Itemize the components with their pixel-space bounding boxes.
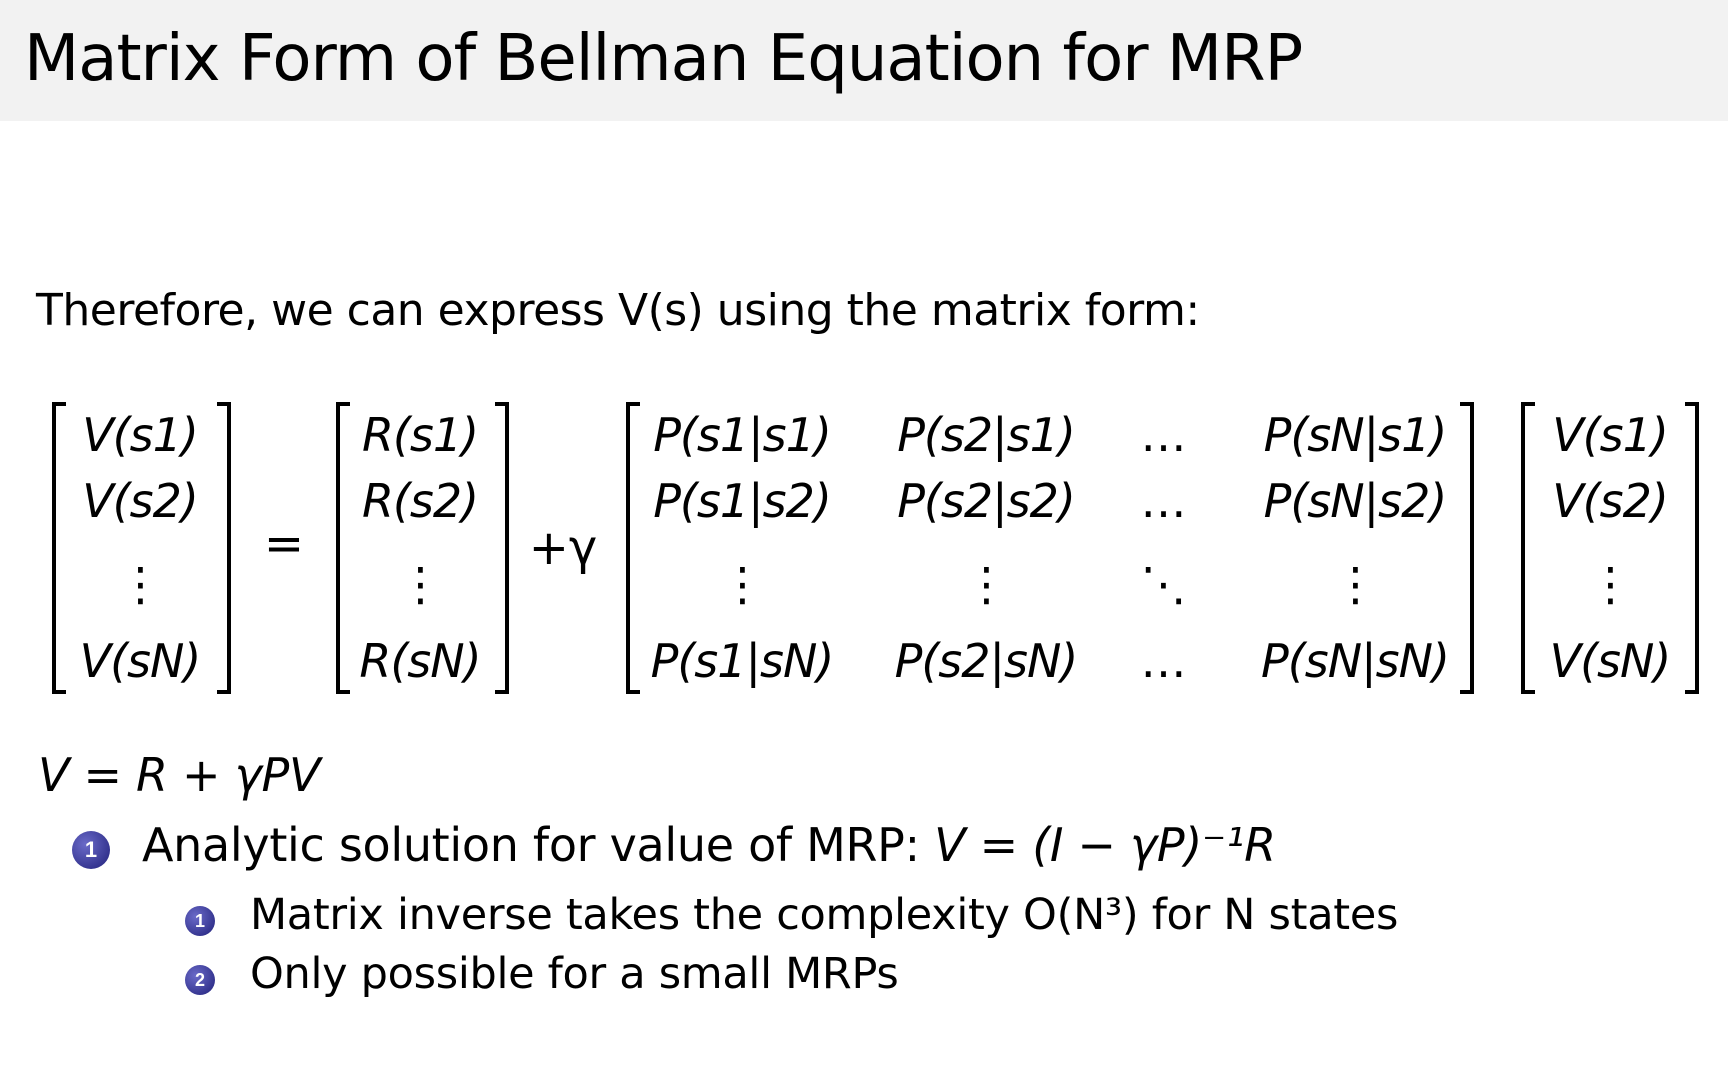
p-matrix-entry: ⋱: [1140, 557, 1187, 611]
bracket-right: [495, 402, 509, 694]
bullet-text: Analytic solution for value of MRP:: [142, 818, 935, 872]
p-matrix-entry: ⋮: [1332, 557, 1379, 611]
r-vector-entry: ⋮: [397, 557, 444, 611]
sub-bullet-number-icon: 2: [185, 965, 215, 995]
v-vector-entry: V(sN): [1549, 634, 1672, 688]
p-matrix-entry: ⋮: [963, 557, 1010, 611]
compact-equation-text: V = R + γPV: [38, 748, 321, 802]
bullet-number-icon: 1: [72, 831, 110, 869]
p-matrix-entry: P(sN|sN): [1261, 634, 1450, 688]
p-matrix-entry: …: [1140, 634, 1187, 688]
p-matrix-entry: …: [1140, 408, 1187, 462]
bracket-right: [217, 402, 231, 694]
p-matrix-entry: P(s2|s2): [897, 474, 1076, 528]
sub-bullet-number-icon: 1: [185, 906, 215, 936]
p-matrix-entry: ⋮: [719, 557, 766, 611]
p-matrix-entry: P(s1|s1): [653, 408, 832, 462]
sub-bullet-item: Matrix inverse takes the complexity O(N³…: [250, 890, 1399, 940]
v-vector-entry: V(s1): [82, 408, 199, 462]
p-matrix-entry: P(s2|s1): [897, 408, 1076, 462]
bracket-right: [1460, 402, 1474, 694]
p-matrix-entry: P(sN|s2): [1263, 474, 1448, 528]
analytic-solution-formula: V = (I − γP)⁻¹R: [934, 818, 1276, 872]
v-vector-entry: ⋮: [117, 557, 164, 611]
v-vector-entry: ⋮: [1587, 557, 1634, 611]
intro-text: Therefore, we can express V(s) using the…: [36, 285, 1200, 336]
bracket-left: [52, 402, 66, 694]
p-matrix-entry: P(sN|s1): [1263, 408, 1448, 462]
v-vector-entry: V(s2): [1552, 474, 1669, 528]
equals-sign: =: [263, 516, 305, 572]
bullet-item: Analytic solution for value of MRP: V = …: [142, 818, 1276, 872]
r-vector-entry: R(s2): [361, 474, 479, 528]
p-matrix-entry: P(s1|s2): [653, 474, 832, 528]
p-matrix-entry: P(s1|sN): [650, 634, 835, 688]
v-vector-entry: V(s1): [1552, 408, 1669, 462]
sub-bullet-item: Only possible for a small MRPs: [250, 949, 899, 999]
slide-header: Matrix Form of Bellman Equation for MRP: [0, 0, 1728, 121]
slide-title: Matrix Form of Bellman Equation for MRP: [24, 22, 1303, 96]
compact-equation: V = R + γPV: [38, 748, 320, 802]
bracket-right: [1685, 402, 1699, 694]
r-vector-entry: R(s1): [361, 408, 479, 462]
bracket-left: [626, 402, 640, 694]
p-matrix-entry: …: [1140, 474, 1187, 528]
r-vector-entry: R(sN): [359, 634, 481, 688]
bracket-left: [1521, 402, 1535, 694]
v-vector-entry: V(s2): [82, 474, 199, 528]
plus-gamma: +γ: [528, 520, 598, 576]
bracket-left: [336, 402, 350, 694]
v-vector-entry: V(sN): [79, 634, 202, 688]
p-matrix-entry: P(s2|sN): [894, 634, 1079, 688]
